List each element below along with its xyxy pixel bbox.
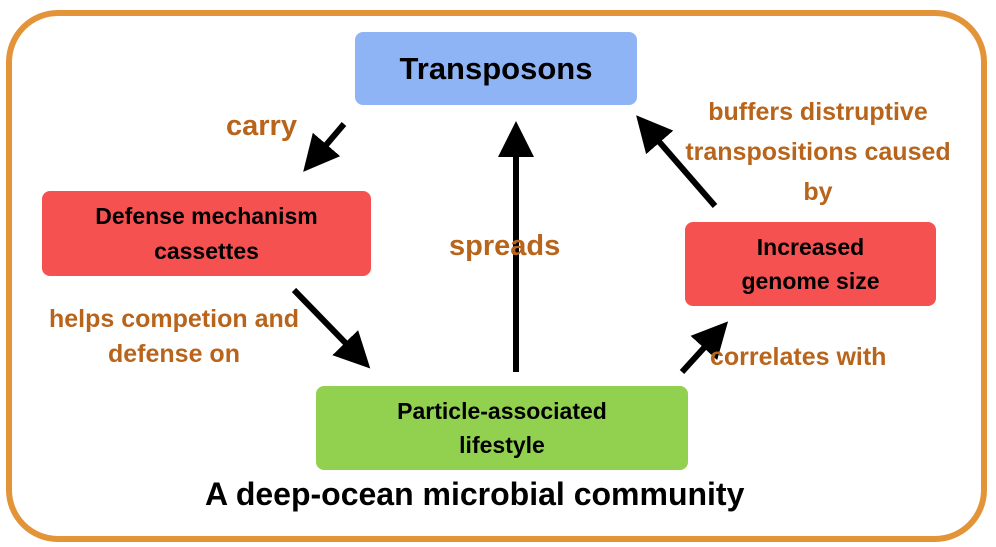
node-genome-size: Increased genome size xyxy=(685,222,936,306)
diagram-caption: A deep-ocean microbial community xyxy=(205,476,745,512)
node-defense-cassettes: Defense mechanism cassettes xyxy=(42,191,371,276)
arrow-helps xyxy=(291,287,371,369)
edge-label-buffers: buffers distruptive transpositions cause… xyxy=(685,98,951,206)
edge-label-correlates: correlates with xyxy=(710,343,887,371)
node-genome-size-label: Increased genome size xyxy=(741,233,880,295)
diagram-frame xyxy=(6,10,987,542)
edge-label-carry: carry xyxy=(226,110,297,142)
arrow-correlates xyxy=(679,321,729,375)
node-transposons: Transposons xyxy=(355,32,637,105)
node-particle-lifestyle: Particle-associated lifestyle xyxy=(316,386,688,470)
node-particle-lifestyle-label: Particle-associated lifestyle xyxy=(397,397,607,459)
arrow-buffers xyxy=(636,115,718,208)
node-transposons-label: Transposons xyxy=(399,50,593,86)
node-defense-cassettes-label: Defense mechanism cassettes xyxy=(95,203,318,264)
edge-label-spreads: spreads xyxy=(449,230,561,262)
edge-label-helps: helps competion and defense on xyxy=(48,305,300,368)
arrow-carry xyxy=(303,122,347,172)
